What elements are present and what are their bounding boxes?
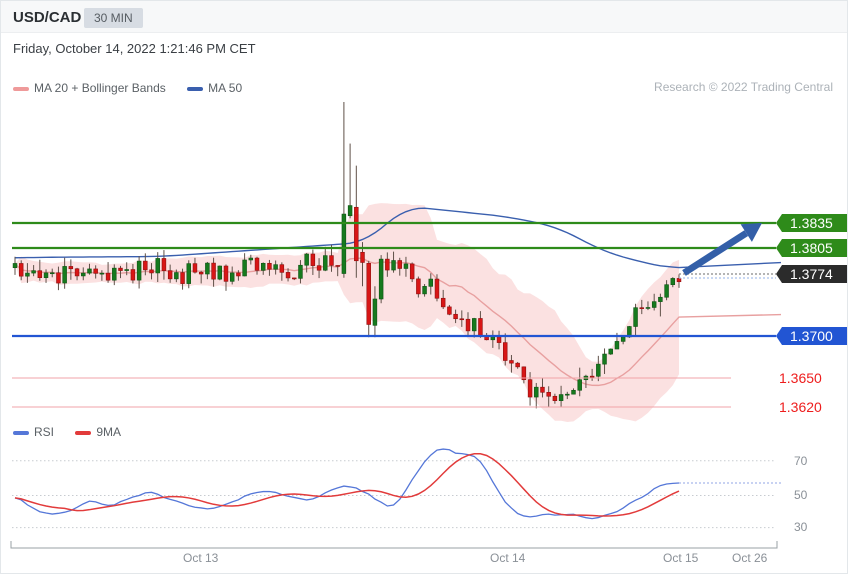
svg-text:1.3774: 1.3774 <box>790 266 833 282</box>
svg-text:1.3835: 1.3835 <box>790 215 833 231</box>
svg-text:1.3620: 1.3620 <box>779 399 822 415</box>
svg-text:1.3650: 1.3650 <box>779 370 822 386</box>
svg-text:1.3805: 1.3805 <box>790 240 833 256</box>
svg-text:1.3700: 1.3700 <box>790 328 833 344</box>
